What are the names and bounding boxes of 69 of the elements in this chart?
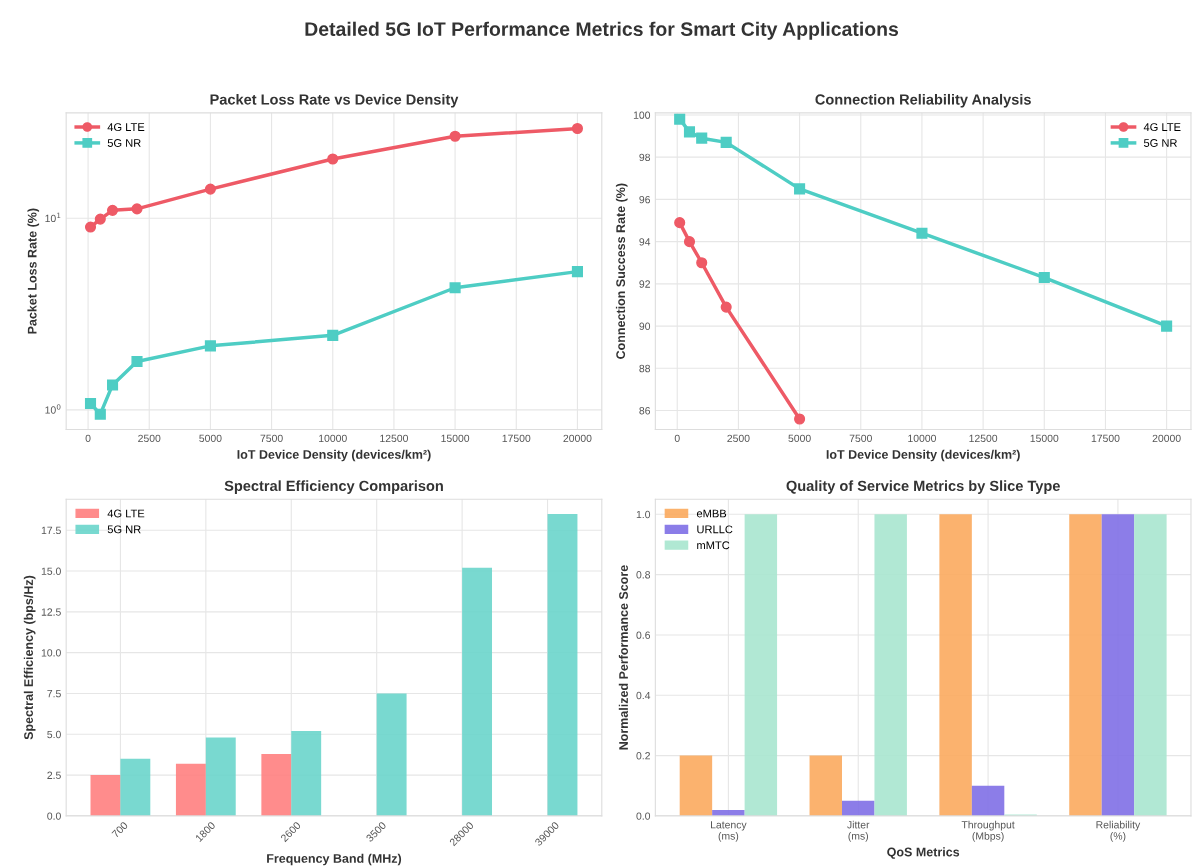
- x-tick-label: Jitter (ms): [847, 820, 870, 842]
- y-tick-label: 5.0: [47, 730, 61, 739]
- y-tick-label: 2.5: [47, 771, 61, 779]
- legend-label: 4G LTE: [1143, 123, 1181, 131]
- y-tick-label: 92: [639, 280, 650, 288]
- y-tick-label: 0.0: [636, 812, 651, 820]
- y-tick-label: 15.0: [41, 567, 61, 575]
- x-tick-label: 17500: [1091, 434, 1120, 443]
- x-tick-label: 5000: [788, 434, 811, 443]
- y-tick-label: 7.5: [47, 690, 61, 698]
- y-tick-label: 86: [639, 407, 651, 415]
- y-tick-label: 0.4: [636, 691, 651, 700]
- y-tick-label: 90: [639, 322, 651, 330]
- x-tick-label: 10000: [319, 434, 347, 443]
- x-axis-title: IoT Device Density (devices/km²): [237, 449, 431, 462]
- legend-label: 5G NR: [1143, 139, 1177, 147]
- y-tick-label: 12.5: [41, 608, 61, 616]
- y-tick-label: 1.0: [636, 510, 651, 519]
- x-tick-label: 7500: [260, 434, 283, 443]
- x-tick-label: 20000: [563, 434, 592, 443]
- y-tick-label: 94: [639, 238, 651, 246]
- legend-label: 5G NR: [107, 139, 141, 147]
- x-tick-label: 17500: [502, 434, 531, 443]
- x-tick-label: 12500: [380, 434, 408, 443]
- legend-label: eMBB: [696, 509, 727, 518]
- x-axis-title: QoS Metrics: [887, 847, 960, 859]
- x-tick-label: 2500: [727, 434, 750, 443]
- y-tick-label: 88: [639, 364, 651, 373]
- chart-title: Quality of Service Metrics by Slice Type: [786, 480, 1060, 494]
- x-tick-label: 0: [674, 434, 680, 443]
- x-tick-label: 15000: [441, 434, 470, 443]
- y-tick-label: 0.2: [636, 752, 650, 760]
- legend-label: 4G LTE: [107, 509, 145, 518]
- y-tick-label: 100: [633, 111, 651, 119]
- y-tick-label: 17.5: [41, 526, 61, 535]
- y-tick-label: 0.8: [636, 571, 651, 579]
- y-tick-label: 98: [639, 153, 651, 162]
- y-axis-title: Spectral Efficiency (bps/Hz): [23, 575, 36, 740]
- x-tick-label: 12500: [969, 434, 998, 443]
- y-tick-label: 0.6: [636, 631, 651, 639]
- x-tick-label: 10000: [908, 434, 937, 443]
- y-tick-label: 10.0: [41, 649, 61, 657]
- x-tick-label: Reliability (%): [1096, 820, 1141, 842]
- x-tick-label: 2500: [138, 434, 161, 443]
- y-axis-title: Normalized Performance Score: [618, 565, 628, 750]
- x-tick-label: 7500: [849, 434, 872, 443]
- x-tick-label: 15000: [1030, 434, 1059, 443]
- x-axis-title: IoT Device Density (devices/km²): [826, 449, 1020, 462]
- y-axis-title: Packet Loss Rate (%): [27, 208, 40, 334]
- chart-title: Packet Loss Rate vs Device Density: [210, 93, 459, 108]
- chart-title: Spectral Efficiency Comparison: [224, 480, 443, 494]
- y-tick-label: 0.0: [47, 812, 61, 820]
- x-tick-label: 20000: [1152, 434, 1181, 443]
- x-tick-label: 700: [111, 821, 129, 839]
- legend-label: 5G NR: [107, 525, 141, 534]
- text: Detailed 5G IoT Performance Metrics for Smart City Applications: [305, 21, 899, 40]
- y-tick-label: 10$^{1}$: [45, 212, 61, 223]
- legend-label: 4G LTE: [107, 123, 145, 131]
- y-tick-label: 10$^{0}$: [45, 404, 61, 414]
- y-axis-title: Connection Success Rate (%): [615, 183, 628, 359]
- legend-label: mMTC: [697, 541, 730, 550]
- x-tick-label: Latency (ms): [711, 821, 747, 842]
- x-tick-label: 0: [85, 434, 91, 443]
- legend-label: URLLC: [697, 525, 733, 534]
- chart-title: Connection Reliability Analysis: [815, 93, 1031, 108]
- y-tick-label: 96: [639, 195, 651, 204]
- x-tick-label: 5000: [199, 434, 222, 443]
- x-tick-label: Throughput (Mbps): [961, 820, 1015, 842]
- x-axis-title: Frequency Band (MHz): [267, 853, 402, 866]
